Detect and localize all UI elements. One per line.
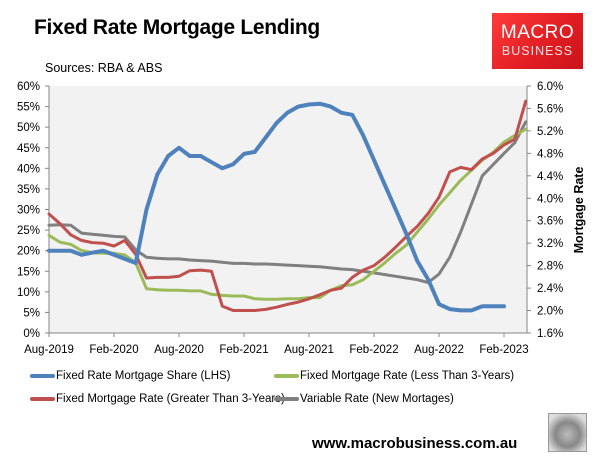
left-tick-label: 30% [17, 205, 40, 217]
right-tick-label: 5.6% [537, 103, 563, 115]
left-tick-label: 10% [17, 287, 40, 299]
x-tick-label: Aug-2019 [24, 344, 74, 356]
right-tick-label: 4.0% [537, 193, 563, 205]
legend-item-fixed-share: Fixed Rate Mortgage Share (LHS) [30, 370, 231, 382]
x-tick-label: Aug-2022 [414, 344, 464, 356]
x-tick-label: Feb-2023 [479, 344, 528, 356]
left-tick-label: 0% [23, 328, 40, 340]
x-tick-label: Aug-2021 [284, 344, 334, 356]
footer-url: www.macrobusiness.com.au [312, 435, 518, 452]
left-tick-label: 5% [23, 307, 40, 319]
x-tick-label: Feb-2022 [349, 344, 398, 356]
x-axis: Aug-2019 Feb-2020 Aug-2020 Feb-2021 Aug-2021… [24, 332, 529, 356]
logo-line-2: BUSINESS [501, 44, 574, 58]
left-y-axis: 0% 5% 10% 15% 20% 25% 30% 35% 40% 45% 50% 55% 60% [17, 81, 50, 340]
legend-item-fixed-greater-3y: Fixed Mortgage Rate (Greater Than 3-Year… [30, 393, 285, 405]
macrobusiness-logo: MACRO BUSINESS [492, 13, 583, 69]
legend-label: Fixed Mortgage Rate (Less Than 3-Years) [300, 370, 515, 382]
legend-label: Fixed Mortgage Rate (Greater Than 3-Year… [56, 393, 285, 405]
legend-swatch-blue [30, 374, 55, 378]
series-line-1 [47, 127, 528, 301]
left-tick-label: 45% [17, 143, 40, 155]
legend-swatch-red [30, 397, 55, 401]
legend-swatch-grey [274, 397, 299, 401]
left-tick-label: 40% [17, 163, 40, 175]
wolf-logo-icon [548, 413, 587, 452]
logo-line-1: MACRO [500, 22, 575, 43]
left-tick-label: 25% [17, 225, 40, 237]
left-tick-label: 35% [17, 184, 40, 196]
right-tick-label: 4.8% [537, 148, 563, 160]
left-tick-label: 50% [17, 122, 40, 134]
right-tick-label: 1.6% [537, 328, 563, 340]
right-tick-label: 4.4% [537, 171, 563, 183]
series-line-2 [47, 99, 528, 312]
x-tick-label: Feb-2020 [89, 344, 138, 356]
left-tick-label: 55% [17, 102, 40, 114]
right-tick-label: 5.2% [537, 126, 563, 138]
legend-swatch-green [274, 374, 299, 378]
series-line-3 [47, 120, 528, 284]
right-tick-label: 2.8% [537, 261, 563, 273]
x-tick-label: Feb-2021 [219, 344, 268, 356]
right-axis-title: Mortgage Rate [572, 167, 586, 254]
series-lines [47, 99, 528, 313]
right-tick-label: 2.4% [537, 283, 563, 295]
legend-item-variable: Variable Rate (New Mortages) [274, 393, 454, 405]
chart-sources: Sources: RBA & ABS [45, 61, 163, 75]
left-tick-label: 15% [17, 266, 40, 278]
left-tick-label: 60% [17, 81, 40, 93]
right-tick-label: 3.2% [537, 238, 563, 250]
right-tick-label: 6.0% [537, 81, 563, 93]
chart-title: Fixed Rate Mortgage Lending [34, 16, 320, 39]
legend-label: Fixed Rate Mortgage Share (LHS) [56, 370, 231, 382]
line-chart: 0% 5% 10% 15% 20% 25% 30% 35% 40% 45% 50% 55% 60% 1.… [17, 81, 586, 356]
x-tick-label: Aug-2020 [154, 344, 204, 356]
right-tick-label: 3.6% [537, 216, 563, 228]
series-line-0 [47, 101, 506, 313]
legend-label: Variable Rate (New Mortages) [300, 393, 454, 405]
plot-area [49, 86, 527, 333]
left-tick-label: 20% [17, 246, 40, 258]
legend-item-fixed-less-3y: Fixed Mortgage Rate (Less Than 3-Years) [274, 370, 514, 382]
right-y-axis: 1.6% 2.0% 2.4% 2.8% 3.2% 3.6% 4.0% 4.4% 4.8% 5.2%… [526, 81, 563, 340]
right-tick-label: 2.0% [537, 306, 563, 318]
